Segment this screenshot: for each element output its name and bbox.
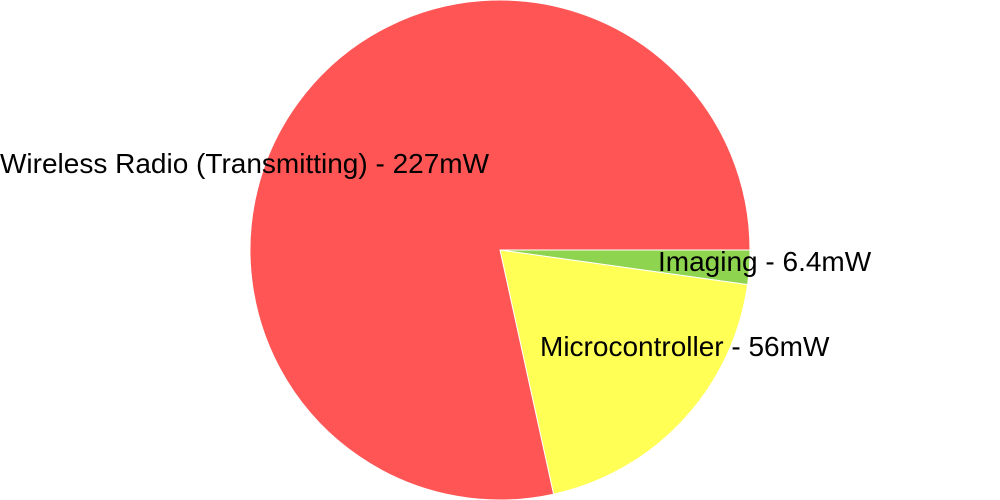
pie-slice-microcontroller [499, 249, 749, 495]
slice-label-microcontroller: Microcontroller - 56mW [540, 331, 830, 362]
pie-slices [249, 0, 751, 500]
slice-label-wireless-radio-transmitting: Wireless Radio (Transmitting) - 227mW [0, 148, 490, 179]
slice-label-imaging: Imaging - 6.4mW [658, 246, 872, 277]
pie-slice-wireless-radio-transmitting [249, 0, 751, 500]
pie-labels: Imaging - 6.4mW Microcontroller - 56mW Wir… [0, 148, 872, 362]
